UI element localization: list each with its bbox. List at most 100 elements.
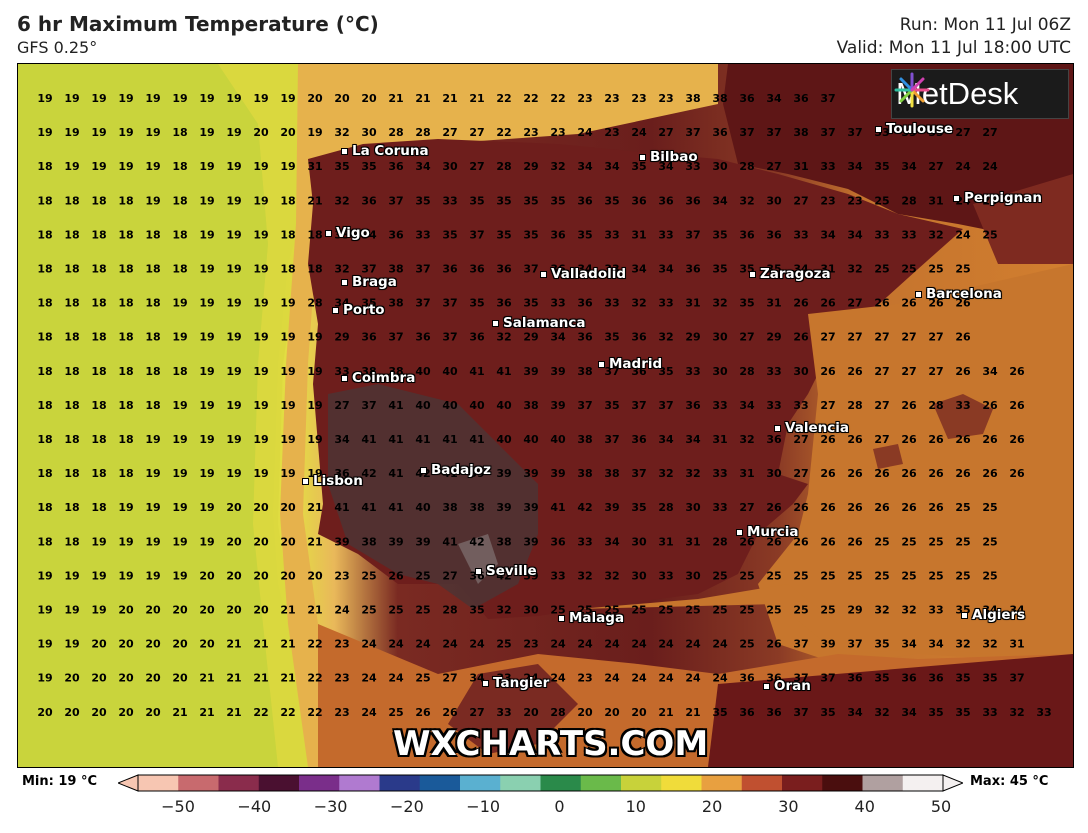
grid-value: 24 [334, 604, 350, 617]
grid-value: 19 [307, 365, 322, 378]
grid-value: 26 [739, 535, 755, 548]
grid-value: 38 [388, 297, 403, 310]
grid-value: 21 [307, 535, 322, 548]
city-zaragoza: Zaragoza [749, 266, 831, 282]
grid-value: 22 [523, 92, 538, 105]
grid-value: 23 [604, 126, 619, 139]
grid-value: 36 [496, 263, 512, 276]
grid-value: 19 [172, 297, 187, 310]
grid-value: 20 [118, 672, 134, 685]
grid-value: 26 [847, 535, 863, 548]
legend-color-step [218, 775, 260, 791]
grid-value: 19 [91, 126, 106, 139]
grid-value: 32 [496, 331, 511, 344]
grid-value: 20 [307, 92, 323, 105]
grid-value: 30 [685, 569, 701, 582]
grid-value: 19 [307, 433, 322, 446]
legend-color-step [540, 775, 582, 791]
grid-value: 19 [145, 126, 160, 139]
grid-value: 24 [550, 638, 566, 651]
grid-value: 18 [37, 399, 52, 412]
grid-value: 18 [64, 331, 79, 344]
grid-value: 19 [199, 228, 214, 241]
grid-value: 19 [253, 365, 268, 378]
grid-value: 33 [496, 706, 511, 719]
grid-value: 19 [118, 535, 133, 548]
grid-value: 19 [91, 160, 106, 173]
grid-value: 26 [793, 297, 809, 310]
grid-value: 20 [91, 672, 107, 685]
grid-value: 39 [523, 501, 538, 514]
legend-color-step [419, 775, 461, 791]
grid-value: 24 [604, 672, 620, 685]
city-tangier: Tangier [482, 675, 549, 691]
grid-value: 27 [955, 126, 970, 139]
legend-color-step [339, 775, 380, 791]
grid-value: 23 [631, 92, 646, 105]
grid-value: 24 [955, 228, 971, 241]
grid-value: 22 [496, 92, 511, 105]
grid-value: 24 [388, 672, 404, 685]
grid-value: 18 [280, 194, 295, 207]
grid-value: 38 [388, 365, 403, 378]
grid-value: 33 [901, 126, 916, 139]
grid-value: 18 [118, 365, 133, 378]
legend-color-step [178, 775, 219, 791]
grid-value: 37 [847, 638, 862, 651]
grid-value: 26 [1009, 433, 1025, 446]
grid-value: 25 [982, 228, 997, 241]
grid-value: 41 [415, 433, 430, 446]
grid-value: 24 [550, 672, 566, 685]
grid-value: 32 [739, 433, 754, 446]
grid-value: 19 [199, 433, 214, 446]
grid-value: 20 [253, 569, 269, 582]
grid-value: 35 [496, 194, 511, 207]
legend-tick-label: 10 [625, 797, 646, 816]
grid-value: 29 [847, 604, 862, 617]
grid-value: 31 [820, 263, 835, 276]
grid-value: 20 [253, 126, 269, 139]
grid-value: 20 [280, 501, 296, 514]
grid-value: 20 [172, 638, 188, 651]
grid-value: 22 [550, 92, 565, 105]
grid-value: 21 [172, 706, 187, 719]
grid-value: 19 [199, 399, 214, 412]
city-salamanca: Salamanca [492, 315, 585, 331]
grid-value: 19 [199, 365, 214, 378]
grid-value: 35 [496, 228, 511, 241]
grid-value: 20 [307, 569, 323, 582]
grid-value: 34 [901, 160, 917, 173]
grid-value: 33 [928, 604, 943, 617]
grid-value: 18 [91, 331, 106, 344]
grid-value: 25 [874, 263, 889, 276]
grid-value: 28 [739, 365, 754, 378]
grid-value: 41 [388, 501, 403, 514]
grid-value: 18 [145, 228, 160, 241]
grid-value: 19 [145, 569, 160, 582]
city-coimbra: Coimbra [341, 370, 415, 386]
grid-value: 28 [388, 126, 403, 139]
grid-value: 25 [388, 604, 403, 617]
grid-value: 19 [253, 399, 268, 412]
grid-value: 19 [199, 126, 214, 139]
grid-value: 35 [523, 228, 538, 241]
grid-value: 33 [793, 228, 808, 241]
grid-value: 24 [712, 638, 728, 651]
grid-value: 38 [604, 467, 619, 480]
grid-value: 23 [820, 194, 835, 207]
grid-value: 19 [172, 467, 187, 480]
grid-value: 18 [37, 228, 52, 241]
grid-value: 41 [550, 501, 565, 514]
grid-value: 18 [118, 228, 133, 241]
grid-value: 28 [415, 126, 430, 139]
grid-value: 32 [874, 706, 889, 719]
grid-value: 21 [307, 501, 322, 514]
grid-value: 20 [253, 501, 269, 514]
grid-value: 21 [226, 672, 241, 685]
grid-value: 37 [604, 365, 619, 378]
grid-value: 30 [631, 535, 647, 548]
grid-value: 32 [604, 569, 619, 582]
grid-value: 35 [874, 638, 889, 651]
grid-value: 39 [415, 535, 430, 548]
grid-value: 19 [280, 433, 295, 446]
